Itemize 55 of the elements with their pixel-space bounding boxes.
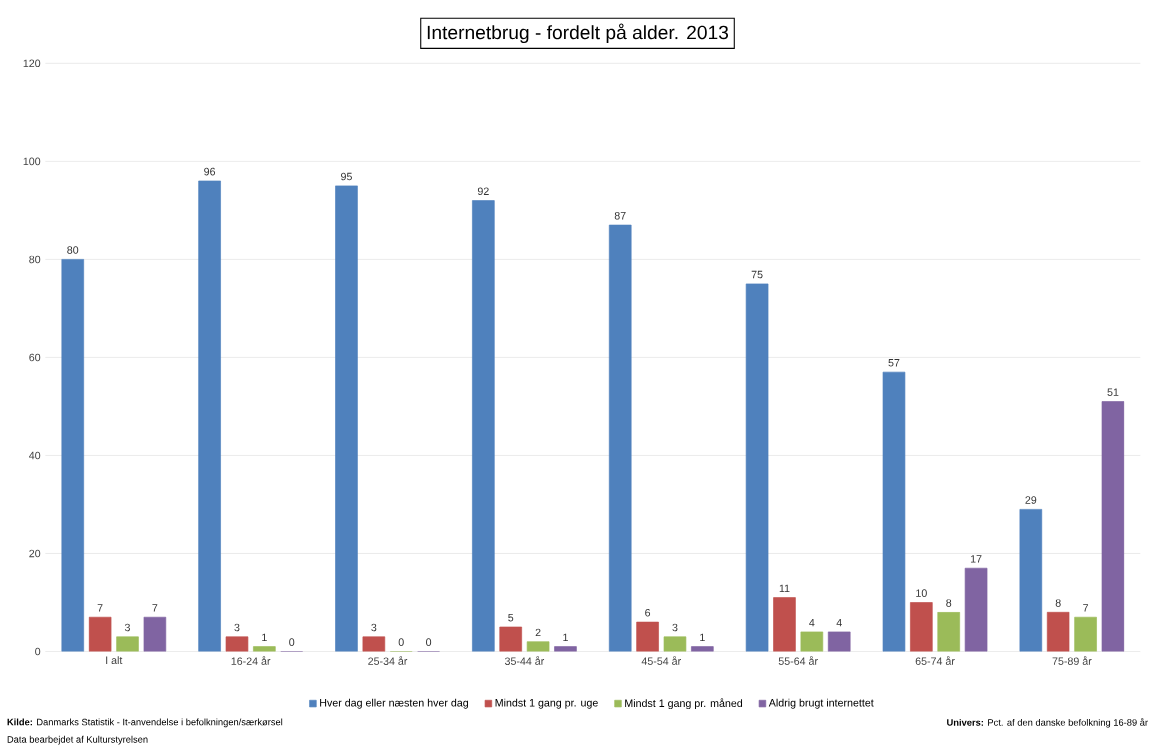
data-label: 0 [398,638,404,647]
legend-label: Mindst 1 gang pr. uge [495,698,598,709]
data-label: 80 [67,246,79,255]
data-label: 87 [614,212,626,220]
y-tick-label: 100 [23,157,41,166]
data-label: 3 [672,623,678,632]
data-label: 7 [97,604,103,612]
data-label: 7 [1083,604,1089,612]
data-label: 75 [751,271,763,279]
data-label: 5 [508,614,514,622]
text: Kilde: Danmarks Statistik - It-anvendelse i befolkningen/særkørsel [7,718,283,728]
x-tick-label: 25-34 år [368,656,408,666]
data-label: 0 [426,638,432,647]
x-tick-label: 35-44 år [504,656,545,666]
y-tick-label: 120 [23,59,41,68]
data-label: 2 [535,628,541,637]
text: Univers: Pct. af den danske befolkning 16-89 år [947,718,1148,728]
data-label: 51 [1107,388,1119,397]
y-tick-label: 80 [29,255,41,264]
y-tick-label: 0 [35,647,41,656]
data-label: 96 [204,168,216,176]
data-label: 8 [946,599,952,607]
data-label: 3 [124,623,130,632]
data-label: 11 [779,584,790,593]
x-tick-label: 45-54 år [641,656,681,666]
text: Data bearbejdet af Kulturstyrelsen [7,736,148,745]
chart-title: Internetbrug - fordelt på alder. 2013 [427,23,729,44]
data-label: 1 [563,633,568,642]
data-label: 57 [888,359,900,367]
data-label: 6 [645,609,651,617]
data-label: 95 [341,172,352,181]
x-tick-label: 16-24 år [231,656,271,666]
data-label: 92 [477,187,489,196]
data-label: 10 [916,589,927,598]
x-tick-label: 75-89 år [1052,656,1092,666]
data-label: 3 [234,623,240,632]
data-label: 3 [371,623,377,632]
x-tick-label: I alt [106,656,123,665]
y-tick-label: 60 [29,353,41,362]
legend-label: Hver dag eller næsten hver dag [320,698,469,709]
data-label: 1 [700,633,705,642]
x-tick-label: 65-74 år [915,656,955,666]
data-label: 29 [1025,496,1037,504]
legend-label: Mindst 1 gang pr. måned [625,698,743,710]
data-label: 1 [262,633,267,642]
data-label: 17 [970,555,982,563]
data-label: 4 [809,619,815,627]
y-tick-label: 40 [29,451,41,460]
data-label: 7 [152,604,158,612]
data-label: 8 [1055,599,1061,607]
data-label: 4 [836,619,842,627]
y-tick-label: 20 [29,549,41,558]
legend-label: Aldrig brugt internettet [768,698,874,709]
data-label: 0 [289,638,295,647]
x-tick-label: 55-64 år [778,656,818,666]
